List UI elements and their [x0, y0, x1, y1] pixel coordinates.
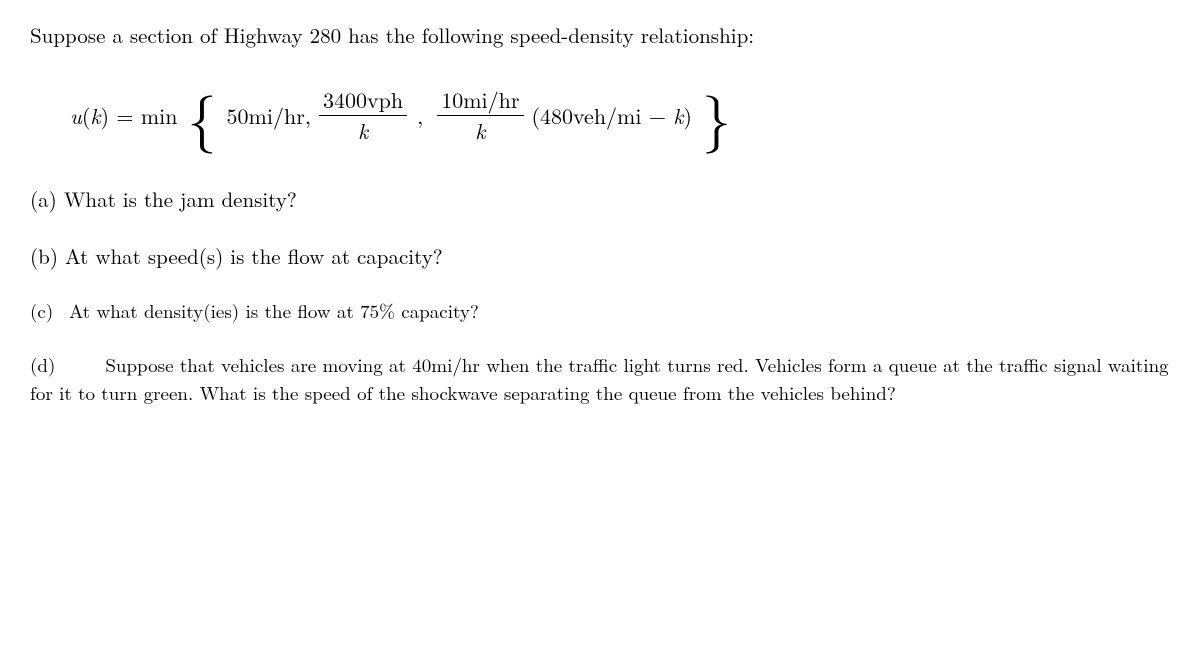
equation-block: u(k) = min { 50mi/hr, 3400vph k , 10mi/h… [70, 87, 1170, 145]
part-b-label: (b) [30, 241, 58, 271]
brace-right-icon: } [702, 92, 731, 138]
part-d: (d)Suppose that vehicles are moving at 4… [30, 351, 1170, 408]
frac1-den: k [354, 116, 372, 144]
part-a-label: (a) [30, 184, 57, 214]
eq-u: u [70, 100, 82, 131]
term3-close: ) [683, 100, 692, 131]
part-c-text: At what density(ies) is the flow at 75% … [69, 297, 479, 324]
part-a-text: What is the jam density? [64, 184, 297, 214]
eq-k: k [90, 100, 100, 131]
part-b: (b) At what speed(s) is the flow at capa… [30, 241, 1170, 273]
part-d-text: Suppose that vehicles are moving at 40mi… [30, 351, 1169, 407]
eq-frac2: 10mi/hr k [437, 87, 523, 145]
frac1-num: 3400vph [319, 87, 407, 116]
part-b-text: At what speed(s) is the flow at capacity… [65, 241, 443, 271]
frac2-num: 10mi/hr [437, 87, 523, 116]
eq-lhs: u(k) = min [70, 99, 178, 132]
eq-comma: , [417, 99, 423, 132]
term3-k: k [673, 100, 683, 131]
eq-term3: (480veh/mi − k) [532, 99, 692, 132]
frac2-den: k [471, 116, 489, 144]
equation-row: u(k) = min { 50mi/hr, 3400vph k , 10mi/h… [70, 87, 1170, 145]
intro-text: Suppose a section of Highway 280 has the… [30, 20, 754, 50]
problem-intro: Suppose a section of Highway 280 has the… [30, 20, 1170, 52]
brace-left-icon: { [188, 92, 217, 138]
part-c: (c) At what density(ies) is the flow at … [30, 297, 1170, 326]
part-a: (a) What is the jam density? [30, 184, 1170, 216]
part-d-label: (d) [30, 351, 55, 378]
part-c-label: (c) [30, 297, 53, 324]
eq-equals: = min [109, 100, 177, 131]
eq-term1: 50mi/hr, [227, 99, 311, 132]
eq-frac1: 3400vph k [319, 87, 407, 145]
term3-open: (480veh/mi − [532, 100, 674, 131]
